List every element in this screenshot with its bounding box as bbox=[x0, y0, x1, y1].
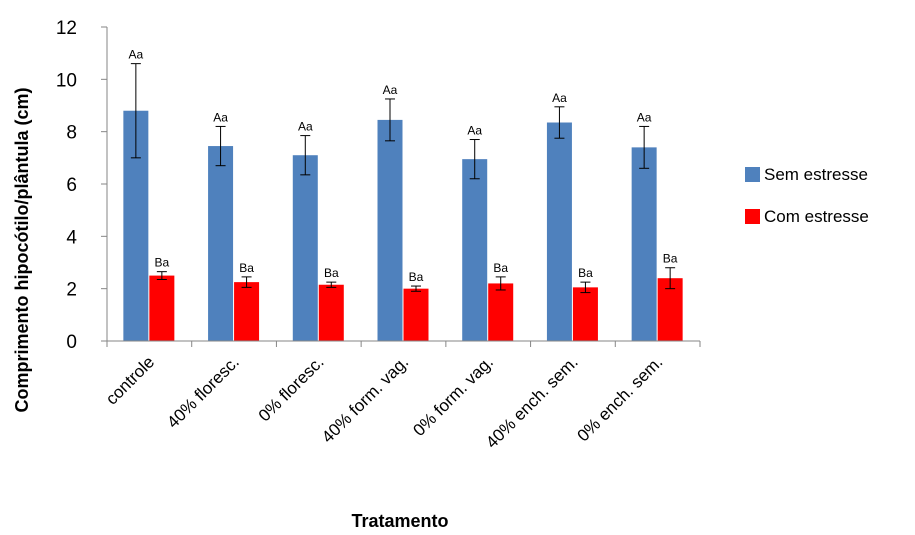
x-tick-label-controle: controle bbox=[102, 352, 158, 408]
bar-com-estresse-0 bbox=[149, 275, 175, 341]
data-label-sem-estresse-5: Aa bbox=[552, 91, 567, 105]
data-label-com-estresse-5: Ba bbox=[578, 266, 593, 280]
data-label-sem-estresse-0: Aa bbox=[129, 48, 144, 62]
x-axis-title: Tratamento bbox=[351, 511, 448, 531]
bar-sem-estresse-4 bbox=[462, 159, 488, 341]
legend-swatch-com-estresse bbox=[745, 209, 760, 224]
data-label-sem-estresse-2: Aa bbox=[298, 120, 313, 134]
plot-area: Aa Aa Aa Aa Aa Aa Aa Ba Ba Ba Ba Ba Ba Ba bbox=[123, 48, 683, 342]
bar-com-estresse-1 bbox=[234, 282, 260, 341]
y-tick-label: 6 bbox=[66, 175, 77, 196]
data-label-com-estresse-2: Ba bbox=[324, 266, 339, 280]
data-label-sem-estresse-3: Aa bbox=[383, 83, 398, 97]
y-tick-label: 0 bbox=[66, 332, 77, 353]
data-label-com-estresse-6: Ba bbox=[663, 252, 678, 266]
bar-sem-estresse-2 bbox=[292, 155, 318, 341]
y-tick-label: 12 bbox=[56, 18, 77, 39]
data-label-com-estresse-0: Ba bbox=[155, 256, 170, 270]
x-tick-label-40-floresc: 40% floresc. bbox=[163, 352, 243, 432]
y-tick-label: 10 bbox=[56, 70, 77, 91]
bar-sem-estresse-1 bbox=[208, 146, 234, 341]
data-label-sem-estresse-6: Aa bbox=[637, 110, 652, 124]
legend: Sem estresse Com estresse bbox=[745, 165, 869, 226]
data-label-com-estresse-3: Ba bbox=[409, 270, 424, 284]
bar-com-estresse-5 bbox=[572, 287, 598, 341]
bar-com-estresse-2 bbox=[318, 284, 344, 341]
x-tick-label-0-ench-sem: 0% ench. sem. bbox=[574, 352, 667, 445]
x-tick-label-40-ench-sem: 40% ench. sem. bbox=[482, 352, 582, 452]
x-tick-label-0-form-vag: 0% form. vag. bbox=[409, 352, 497, 440]
y-tick-label: 2 bbox=[66, 280, 77, 301]
data-label-sem-estresse-4: Aa bbox=[467, 124, 482, 138]
data-label-com-estresse-1: Ba bbox=[239, 261, 254, 275]
y-tick-label: 4 bbox=[66, 227, 77, 248]
data-label-sem-estresse-1: Aa bbox=[213, 110, 228, 124]
x-axis-ticks: controle 40% floresc. 0% floresc.40% form.… bbox=[102, 341, 701, 452]
legend-swatch-sem-estresse bbox=[745, 167, 760, 182]
bar-sem-estresse-3 bbox=[377, 119, 403, 342]
data-label-com-estresse-4: Ba bbox=[493, 261, 508, 275]
legend-label-com-estresse: Com estresse bbox=[764, 207, 869, 226]
legend-label-sem-estresse: Sem estresse bbox=[764, 165, 868, 184]
bar-com-estresse-3 bbox=[403, 288, 429, 341]
x-tick-label-0-floresc: 0% floresc. bbox=[255, 352, 328, 425]
bar-sem-estresse-6 bbox=[631, 147, 657, 341]
bar-com-estresse-4 bbox=[488, 283, 514, 341]
x-tick-label-40-form-vag: 40% form. vag. bbox=[318, 352, 412, 446]
bar-sem-estresse-5 bbox=[546, 122, 572, 341]
y-axis-ticks: 0 2 4 6 8 10 12 bbox=[56, 18, 107, 353]
y-tick-label: 8 bbox=[66, 123, 77, 144]
y-axis-title: Comprimento hipocótilo/plântula (cm) bbox=[12, 88, 32, 413]
